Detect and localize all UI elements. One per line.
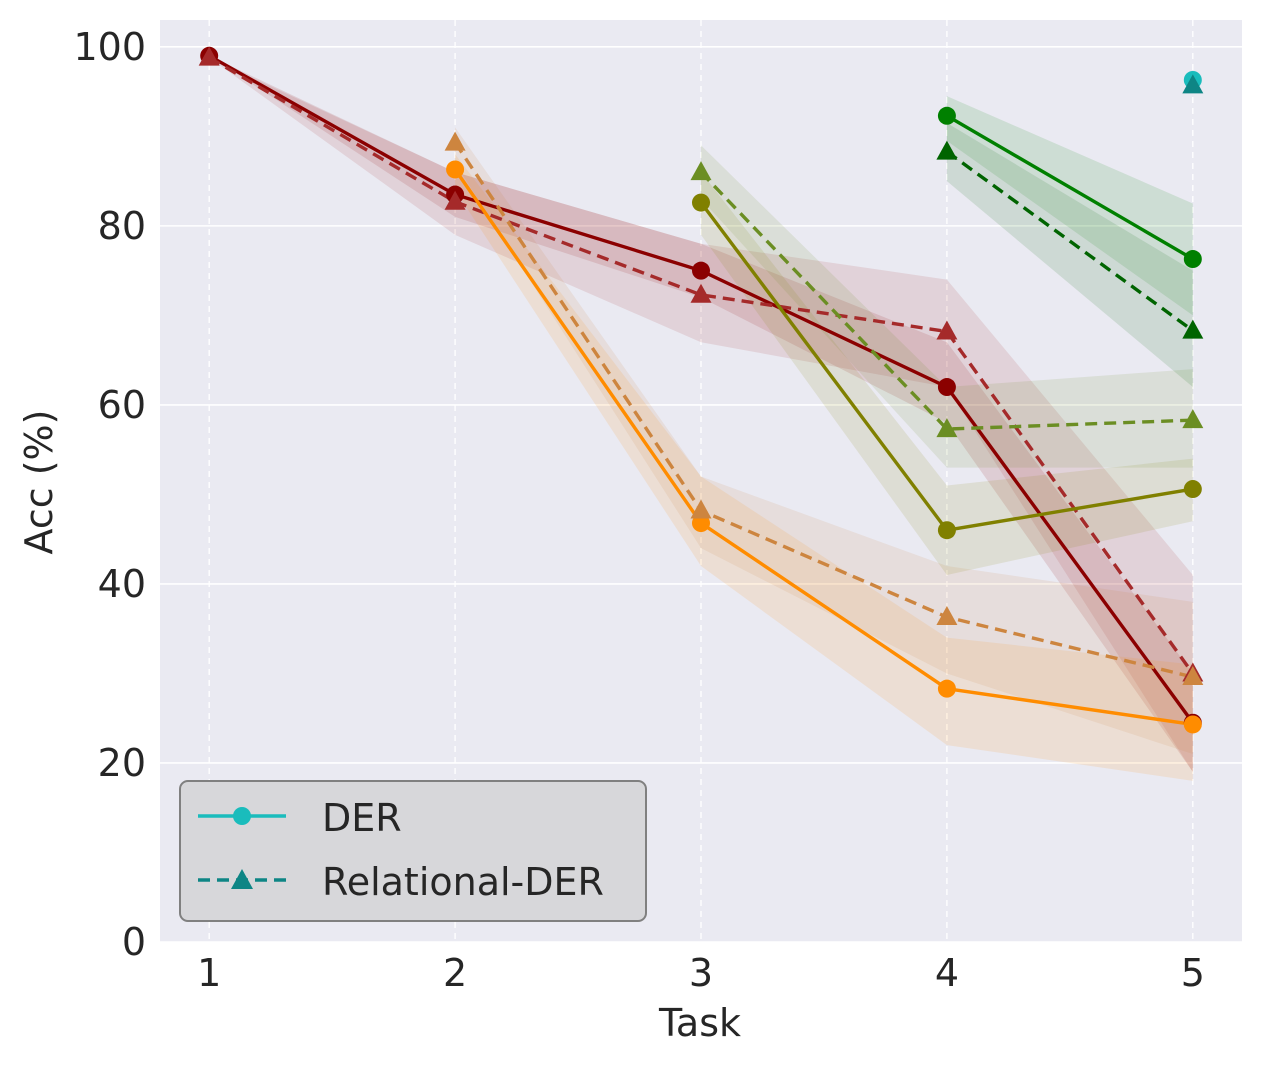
data-point xyxy=(936,606,958,626)
data-point xyxy=(1182,409,1204,429)
series-line xyxy=(453,168,1194,727)
y-tick-label: 60 xyxy=(98,383,146,427)
series-line xyxy=(699,170,1193,431)
legend: DER Relational-DER xyxy=(179,780,647,922)
x-tick-label: 3 xyxy=(689,951,713,995)
data-point xyxy=(937,106,956,125)
data-point xyxy=(692,514,710,533)
series-markers xyxy=(198,46,1204,734)
confidence-band xyxy=(209,55,1193,772)
x-tick-label: 2 xyxy=(443,951,467,995)
data-point xyxy=(936,320,958,340)
confidence-band xyxy=(455,127,1193,755)
data-point xyxy=(692,193,710,212)
confidence-band xyxy=(701,145,1193,468)
data-point xyxy=(444,131,466,151)
series-line xyxy=(945,150,1194,332)
data-point xyxy=(1182,319,1204,339)
x-axis-label: Task xyxy=(658,1001,741,1045)
data-point xyxy=(1183,715,1202,734)
data-point xyxy=(1182,74,1204,94)
data-point xyxy=(690,499,712,519)
data-point xyxy=(937,679,956,698)
confidence-band xyxy=(455,154,1193,781)
data-point xyxy=(692,261,710,280)
legend-rder-marker xyxy=(231,869,253,889)
data-point xyxy=(198,46,220,66)
data-point xyxy=(446,160,465,179)
series-line xyxy=(208,56,1195,675)
data-point xyxy=(1182,666,1204,686)
data-point xyxy=(690,161,712,181)
y-tick-label: 20 xyxy=(98,741,146,785)
legend-der-marker xyxy=(233,807,251,825)
confidence-band xyxy=(209,57,1193,772)
data-point xyxy=(444,190,466,210)
x-tick-label: 5 xyxy=(1181,951,1205,995)
confidence-band xyxy=(701,172,1193,575)
y-axis-label: Acc (%) xyxy=(17,410,61,555)
x-tick-label: 4 xyxy=(935,951,959,995)
legend-rder-label: Relational-DER xyxy=(322,860,604,904)
confidence-bands xyxy=(209,55,1193,781)
legend-box xyxy=(179,780,647,922)
data-point xyxy=(1183,250,1202,269)
data-point xyxy=(937,521,956,540)
data-point xyxy=(937,378,956,397)
y-tick-label: 80 xyxy=(98,204,146,248)
data-point xyxy=(936,140,958,160)
legend-der-label: DER xyxy=(322,796,402,840)
x-tick-label: 1 xyxy=(197,951,221,995)
y-tick-label: 40 xyxy=(98,562,146,606)
y-tick-label: 100 xyxy=(73,25,146,69)
tick-labels: 0 20 40 60 80 100 1 2 3 4 5 xyxy=(73,25,1204,995)
confidence-band xyxy=(946,122,1193,388)
data-point xyxy=(1183,480,1202,499)
data-point xyxy=(936,418,958,438)
series-line xyxy=(946,114,1194,261)
grid-layer xyxy=(160,20,1242,943)
data-point xyxy=(690,283,712,303)
series-line xyxy=(453,141,1194,679)
y-tick-label: 0 xyxy=(122,920,146,964)
